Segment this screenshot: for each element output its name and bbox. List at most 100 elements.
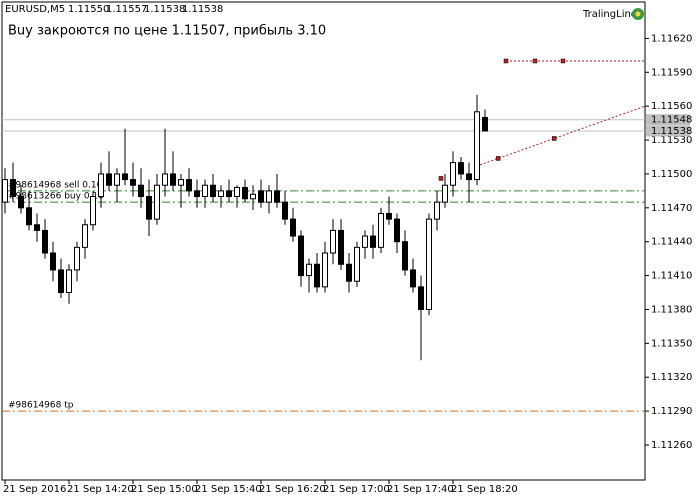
candle-body: [250, 193, 256, 200]
candle-body: [42, 229, 48, 254]
candle-body: [242, 186, 248, 200]
candle-body: [218, 190, 224, 198]
candle-body: [50, 252, 56, 271]
header-price: 1.11550: [68, 4, 109, 15]
y-tick-label: 1.11410: [651, 271, 692, 282]
candle-body: [170, 173, 176, 186]
candle-body: [178, 179, 184, 186]
price-label-box: [646, 114, 690, 126]
candle-body: [434, 201, 440, 220]
candle-body: [330, 229, 336, 254]
candle-body: [274, 190, 280, 203]
candle-body: [34, 224, 40, 231]
x-tick-label: 21 Sep 15:00: [131, 484, 198, 495]
candle-body: [138, 184, 144, 198]
candle-body: [90, 196, 96, 226]
order-level-label: #98614968 tp: [8, 401, 74, 411]
candle-body: [410, 269, 416, 288]
y-tick-label: 1.11290: [651, 406, 692, 417]
x-tick-label: 21 Sep 15:40: [195, 484, 262, 495]
candle-body: [58, 269, 64, 294]
indicator-name: TralingLine: [582, 9, 637, 20]
trend-line: [479, 105, 646, 166]
candle-body: [426, 218, 432, 310]
indicator-icon-center: [635, 11, 641, 17]
header-price: 1.11557: [106, 4, 147, 15]
candle-body: [74, 246, 80, 271]
symbol: EURUSD,M5: [5, 4, 65, 15]
stop-marker: [532, 58, 538, 64]
candle-body: [282, 201, 288, 220]
candle-body: [194, 190, 200, 198]
candle-body: [450, 162, 456, 186]
candle-body: [266, 190, 272, 203]
y-tick-label: 1.11350: [651, 338, 692, 349]
candle-body: [442, 184, 448, 203]
candle-body: [354, 246, 360, 282]
candle-body: [402, 241, 408, 271]
y-tick-label: 1.11530: [651, 135, 692, 146]
candle-body: [106, 173, 112, 186]
candle-body: [186, 179, 192, 192]
candle-body: [362, 235, 368, 248]
candle-body: [202, 184, 208, 198]
candle-body: [26, 207, 32, 226]
stop-marker: [503, 58, 509, 64]
candle-body: [386, 212, 392, 220]
candle-body: [418, 286, 424, 310]
candle-body: [458, 162, 464, 175]
candle-body: [306, 263, 312, 277]
candle-body: [370, 235, 376, 248]
x-tick-label: 21 Sep 17:00: [323, 484, 390, 495]
y-tick-label: 1.11260: [651, 440, 692, 451]
candle-body: [474, 111, 480, 181]
candle-body: [146, 196, 152, 220]
y-tick-label: 1.11500: [651, 169, 692, 180]
y-tick-label: 1.11620: [651, 33, 692, 44]
y-tick-label: 1.11440: [651, 237, 692, 248]
trend-marker: [438, 176, 444, 181]
candle-body: [314, 263, 320, 288]
trend-marker: [552, 136, 557, 141]
candle-body: [10, 179, 16, 198]
x-tick-label: 21 Sep 17:40: [387, 484, 454, 495]
y-tick-label: 1.11560: [651, 101, 692, 112]
header-price: 1.11538: [182, 4, 223, 15]
comment: Buy закроются по цене 1.11507, прибыль 3…: [8, 24, 326, 39]
price-label: 1.11538: [651, 126, 692, 137]
candle-body: [258, 190, 264, 203]
candle-body: [482, 116, 488, 132]
candle-body: [122, 173, 128, 181]
header-price: 1.11538: [144, 4, 185, 15]
x-tick-label: 21 Sep 16:20: [259, 484, 326, 495]
order-level-label: #98614968 sell 0.10: [8, 180, 103, 190]
candle-body: [114, 173, 120, 186]
y-tick-label: 1.11320: [651, 372, 692, 383]
price-label-box: [646, 125, 690, 137]
candle-body: [154, 184, 160, 220]
candle-body: [210, 184, 216, 198]
candle-body: [234, 186, 240, 198]
x-tick-label: 21 Sep 2016: [3, 484, 66, 495]
plot-frame: [1, 1, 646, 481]
price-label: 1.11548: [651, 115, 692, 126]
order-level-label: #98613266 buy 0.10: [8, 192, 104, 202]
y-tick-label: 1.11380: [651, 304, 692, 315]
candle-body: [2, 179, 8, 203]
candle-body: [82, 224, 88, 248]
candle-body: [466, 173, 472, 181]
candle-body: [338, 229, 344, 265]
stop-marker: [560, 58, 566, 64]
candle-body: [346, 263, 352, 282]
candle-body: [378, 212, 384, 248]
y-tick-label: 1.11590: [651, 67, 692, 78]
candle-body: [98, 173, 104, 198]
candle-body: [290, 218, 296, 237]
x-tick-label: 21 Sep 18:20: [451, 484, 518, 495]
candle-body: [66, 269, 72, 294]
candle-body: [394, 218, 400, 243]
candle-body: [130, 179, 136, 186]
